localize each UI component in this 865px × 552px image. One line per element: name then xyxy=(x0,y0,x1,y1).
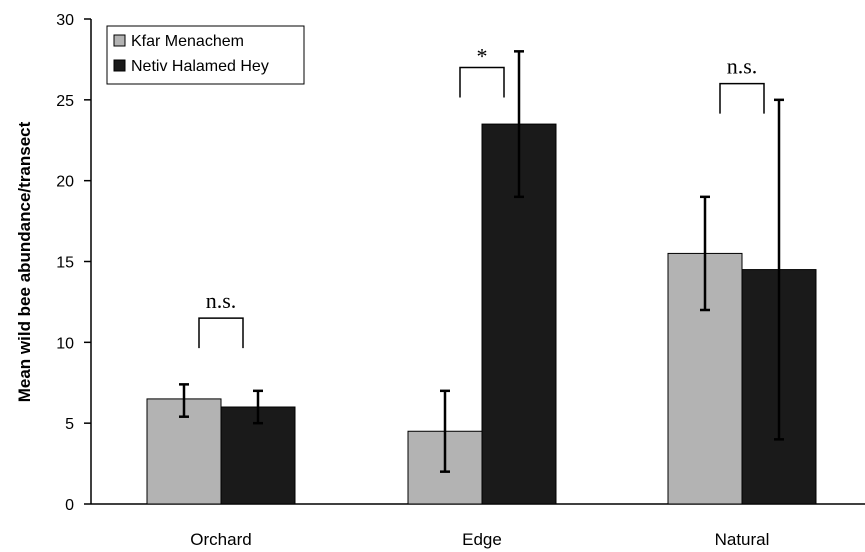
y-tick-label: 25 xyxy=(56,93,74,110)
legend-swatch xyxy=(113,34,126,47)
y-tick-label: 15 xyxy=(56,255,74,272)
y-axis-label: Mean wild bee abundance/transect xyxy=(15,121,34,402)
significance-bracket xyxy=(198,317,244,349)
y-tick-label: 30 xyxy=(56,12,74,29)
significance-group: n.s. * n.s. xyxy=(198,44,765,349)
category-label: Edge xyxy=(462,530,502,549)
legend-label: Netiv Halamed Hey xyxy=(131,58,269,75)
error-bar-group xyxy=(179,50,784,473)
bar-group xyxy=(146,123,817,505)
category-label-group: Orchard Edge Natural xyxy=(190,530,769,549)
category-label: Natural xyxy=(715,530,770,549)
significance-label: * xyxy=(477,44,488,69)
y-tick-group: 0 5 10 15 20 25 30 xyxy=(56,12,91,514)
significance-bracket xyxy=(719,82,765,114)
significance-bracket xyxy=(459,66,505,98)
y-tick-label: 10 xyxy=(56,335,74,352)
significance-label: n.s. xyxy=(727,54,758,79)
y-tick-label: 5 xyxy=(65,416,74,433)
legend-swatch xyxy=(113,59,126,72)
legend-box xyxy=(106,25,305,85)
legend: Kfar Menachem Netiv Halamed Hey xyxy=(106,25,305,85)
category-label: Orchard xyxy=(190,530,251,549)
y-tick-label: 0 xyxy=(65,497,74,514)
y-tick-label: 20 xyxy=(56,174,74,191)
legend-label: Kfar Menachem xyxy=(131,33,244,50)
significance-label: n.s. xyxy=(206,288,237,313)
